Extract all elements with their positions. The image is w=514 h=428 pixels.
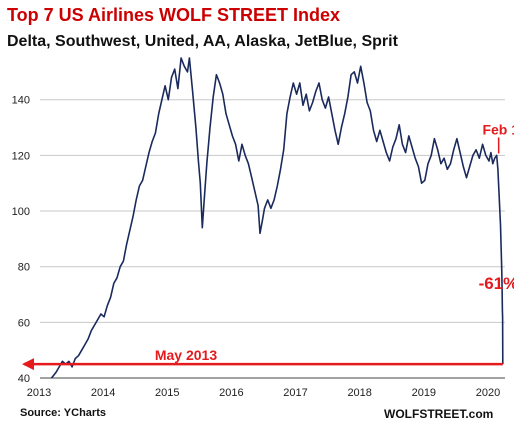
y-tick-label-100: 100	[12, 206, 30, 218]
x-tick-label-2016: 2016	[219, 387, 243, 399]
y-tick-label-40: 40	[18, 373, 30, 385]
chart-title: Top 7 US Airlines WOLF STREET Index	[7, 5, 341, 25]
x-tick-label-2014: 2014	[91, 387, 115, 399]
x-tick-label-2013: 2013	[27, 387, 51, 399]
annotation-minus-61pct: -61%	[479, 274, 514, 293]
y-tick-label-120: 120	[12, 150, 30, 162]
x-tick-label-2018: 2018	[347, 387, 371, 399]
chart-subtitle: Delta, Southwest, United, AA, Alaska, Je…	[7, 33, 398, 50]
series-line	[50, 57, 504, 379]
source-note: Source: YCharts	[20, 407, 106, 419]
x-tick-label-2020: 2020	[476, 387, 500, 399]
x-tick-label-2015: 2015	[155, 387, 179, 399]
x-tick-label-2017: 2017	[283, 387, 307, 399]
may-2013-arrow-head	[22, 358, 34, 371]
y-tick-label-60: 60	[18, 317, 30, 329]
branding-label: WOLFSTREET.com	[384, 407, 494, 421]
annotation-feb-12: Feb 12	[482, 121, 514, 137]
y-tick-label-140: 140	[12, 95, 30, 107]
annotation-may-2013: May 2013	[155, 347, 217, 363]
x-tick-label-2019: 2019	[412, 387, 436, 399]
y-tick-label-80: 80	[18, 262, 30, 274]
